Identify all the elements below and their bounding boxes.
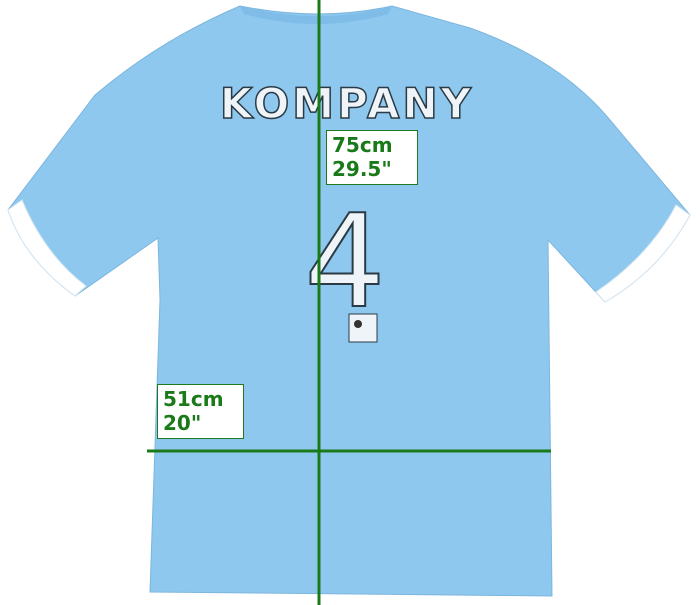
length-label: 75cm 29.5" (326, 130, 418, 185)
width-label: 51cm 20" (157, 384, 244, 439)
left-sleeve-cuff (7, 199, 87, 297)
shirt-name-print: KOMPANY (220, 79, 474, 128)
lion-icon (354, 320, 362, 328)
width-cm: 51cm (163, 387, 224, 411)
right-sleeve-cuff (595, 204, 691, 303)
shirt-number-print: 4 (304, 188, 385, 337)
length-cm: 75cm (332, 133, 393, 157)
shirt-collar (240, 6, 392, 24)
premier-league-badge-icon (348, 313, 378, 343)
width-inches: 20" (163, 411, 202, 435)
length-inches: 29.5" (332, 157, 392, 181)
